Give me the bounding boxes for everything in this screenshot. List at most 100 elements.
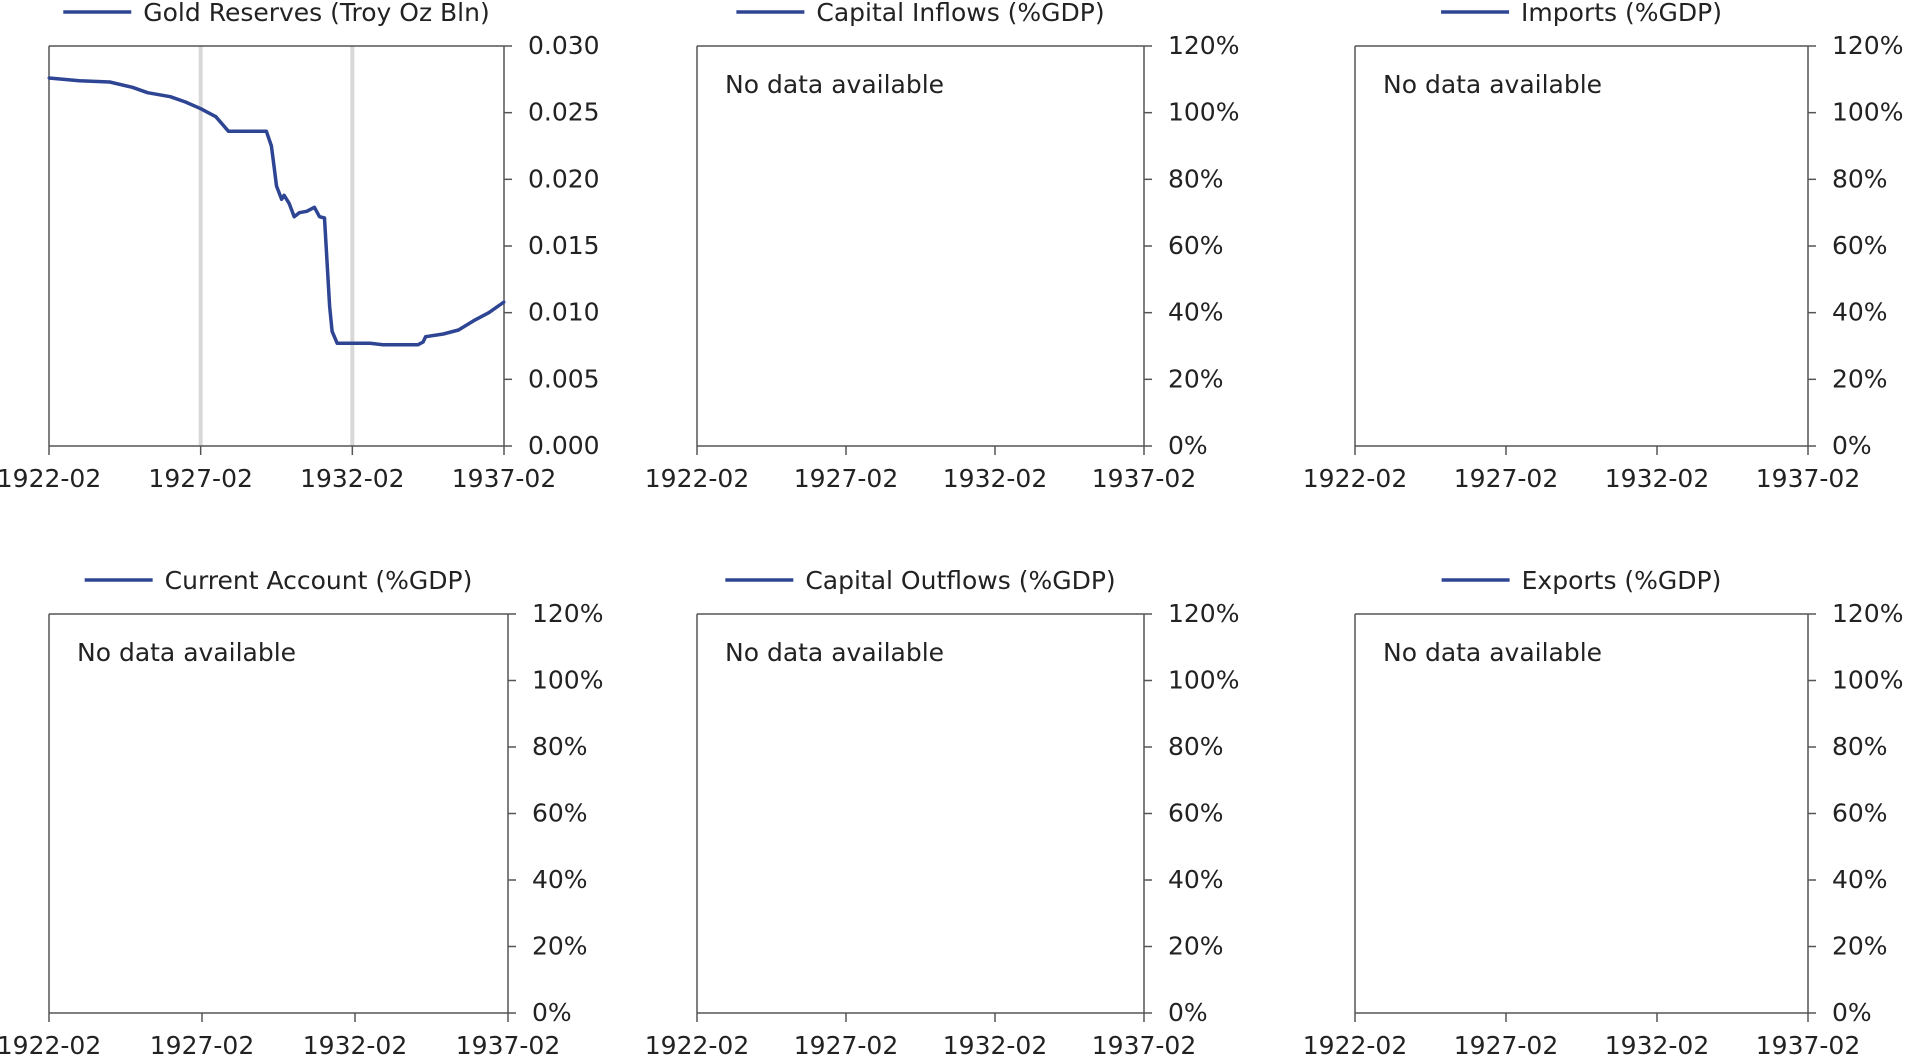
data-point bbox=[239, 129, 243, 133]
y-tick-label: 40% bbox=[1168, 865, 1224, 894]
y-tick-label: 100% bbox=[532, 666, 603, 695]
legend-label: Current Account (%GDP) bbox=[165, 566, 473, 595]
data-point bbox=[416, 343, 420, 347]
y-tick-label: 100% bbox=[1168, 98, 1239, 127]
x-tick-label: 1937-02 bbox=[1756, 1031, 1860, 1060]
y-tick-label: 0% bbox=[1832, 431, 1872, 460]
data-point bbox=[328, 304, 332, 308]
y-tick-label: 0% bbox=[1168, 998, 1208, 1027]
no-data-message: No data available bbox=[725, 638, 944, 667]
data-point bbox=[168, 95, 172, 99]
y-tick-label: 40% bbox=[1832, 298, 1888, 327]
chart-panel-2: 120% 100% 80% 60% 40% 20% 0% 1922-02 1927-02 1932… bbox=[645, 0, 1240, 493]
y-tick-label: 60% bbox=[1832, 231, 1888, 260]
y-tick-label: 100% bbox=[1832, 666, 1903, 695]
legend-label: Gold Reserves (Troy Oz Bln) bbox=[143, 0, 489, 27]
x-tick-label: 1937-02 bbox=[1756, 464, 1860, 493]
data-point bbox=[381, 343, 385, 347]
no-data-message: No data available bbox=[725, 70, 944, 99]
y-tick-label: 80% bbox=[532, 732, 588, 761]
data-point bbox=[441, 332, 445, 336]
data-point bbox=[502, 300, 506, 304]
x-tick-label: 1932-02 bbox=[1605, 1031, 1709, 1060]
x-tick-label: 1922-02 bbox=[1303, 464, 1407, 493]
data-point bbox=[368, 341, 372, 345]
legend-label: Exports (%GDP) bbox=[1522, 566, 1722, 595]
x-tick-label: 1922-02 bbox=[1303, 1031, 1407, 1060]
data-point bbox=[472, 319, 476, 323]
y-tick-label: 20% bbox=[1832, 932, 1888, 961]
x-tick-label: 1932-02 bbox=[943, 1031, 1047, 1060]
y-tick-label: 80% bbox=[1168, 732, 1224, 761]
legend-label: Imports (%GDP) bbox=[1521, 0, 1722, 27]
y-tick-label: 60% bbox=[1168, 799, 1224, 828]
x-tick-label: 1932-02 bbox=[1605, 464, 1709, 493]
data-point bbox=[457, 328, 460, 332]
y-tick-label: 80% bbox=[1168, 164, 1224, 193]
x-tick-label: 1937-02 bbox=[452, 464, 556, 493]
data-point bbox=[305, 209, 309, 213]
y-tick-label: 120% bbox=[1168, 599, 1239, 628]
data-point bbox=[421, 340, 425, 344]
data-point bbox=[350, 341, 354, 345]
x-tick-label: 1937-02 bbox=[1092, 464, 1196, 493]
legend-label: Capital Outflows (%GDP) bbox=[805, 566, 1115, 595]
chart-panel-3: 120% 100% 80% 60% 40% 20% 0% 1922-02 1927-02 1932… bbox=[1303, 0, 1904, 493]
y-tick-label: 60% bbox=[532, 799, 588, 828]
data-point bbox=[257, 129, 261, 133]
y-tick-label: 20% bbox=[532, 932, 588, 961]
data-point bbox=[272, 164, 276, 168]
x-tick-label: 1937-02 bbox=[1092, 1031, 1196, 1060]
data-point bbox=[282, 193, 286, 197]
y-tick-label: 120% bbox=[1168, 31, 1239, 60]
data-point bbox=[199, 107, 203, 111]
y-tick-label: 20% bbox=[1168, 364, 1224, 393]
data-point bbox=[77, 79, 81, 83]
x-tick-label: 1927-02 bbox=[1454, 1031, 1558, 1060]
y-tick-label: 80% bbox=[1832, 732, 1888, 761]
x-tick-label: 1922-02 bbox=[645, 464, 749, 493]
y-tick-label: 0.020 bbox=[528, 164, 600, 193]
x-tick-label: 1927-02 bbox=[1454, 464, 1558, 493]
data-point bbox=[330, 329, 334, 333]
x-tick-label: 1927-02 bbox=[794, 464, 898, 493]
x-tick-label: 1932-02 bbox=[943, 464, 1047, 493]
data-point bbox=[264, 129, 268, 133]
data-point bbox=[292, 215, 296, 219]
data-point bbox=[487, 311, 491, 315]
no-data-message: No data available bbox=[1383, 70, 1602, 99]
data-point bbox=[312, 205, 316, 209]
data-point bbox=[269, 144, 273, 148]
y-tick-label: 60% bbox=[1832, 799, 1888, 828]
data-point bbox=[214, 115, 218, 119]
y-tick-label: 0.010 bbox=[528, 298, 600, 327]
no-data-message: No data available bbox=[1383, 638, 1602, 667]
chart-panel-4: 120% 100% 80% 60% 40% 20% 0% 1922-02 1927-02 1932… bbox=[0, 566, 603, 1060]
x-tick-label: 1927-02 bbox=[148, 464, 252, 493]
y-tick-label: 120% bbox=[532, 599, 603, 628]
y-tick-label: 20% bbox=[1168, 932, 1224, 961]
y-tick-label: 60% bbox=[1168, 231, 1224, 260]
chart-panel-6: 120% 100% 80% 60% 40% 20% 0% 1922-02 1927-02 1932… bbox=[1303, 566, 1904, 1060]
data-point bbox=[47, 76, 51, 80]
y-tick-label: 100% bbox=[1832, 98, 1903, 127]
chart-panel-5: 120% 100% 80% 60% 40% 20% 0% 1922-02 1927-02 1932… bbox=[645, 566, 1240, 1060]
y-tick-label: 120% bbox=[1832, 31, 1903, 60]
chart-panel-1: 0.030 0.025 0.020 0.015 0.010 0.005 0.000 1922-… bbox=[0, 0, 600, 493]
y-tick-label: 40% bbox=[1832, 865, 1888, 894]
x-tick-label: 1937-02 bbox=[456, 1031, 560, 1060]
y-tick-label: 0.030 bbox=[528, 31, 600, 60]
data-point bbox=[244, 129, 248, 133]
y-tick-label: 120% bbox=[1832, 599, 1903, 628]
y-tick-label: 0.015 bbox=[528, 231, 600, 260]
data-point bbox=[280, 197, 284, 201]
data-point bbox=[275, 184, 278, 188]
x-tick-label: 1927-02 bbox=[150, 1031, 254, 1060]
y-tick-label: 0.005 bbox=[528, 364, 600, 393]
x-tick-label: 1932-02 bbox=[300, 464, 404, 493]
x-tick-label: 1927-02 bbox=[794, 1031, 898, 1060]
legend-label: Capital Inflows (%GDP) bbox=[816, 0, 1104, 27]
data-point bbox=[146, 91, 150, 95]
data-point bbox=[130, 85, 134, 89]
